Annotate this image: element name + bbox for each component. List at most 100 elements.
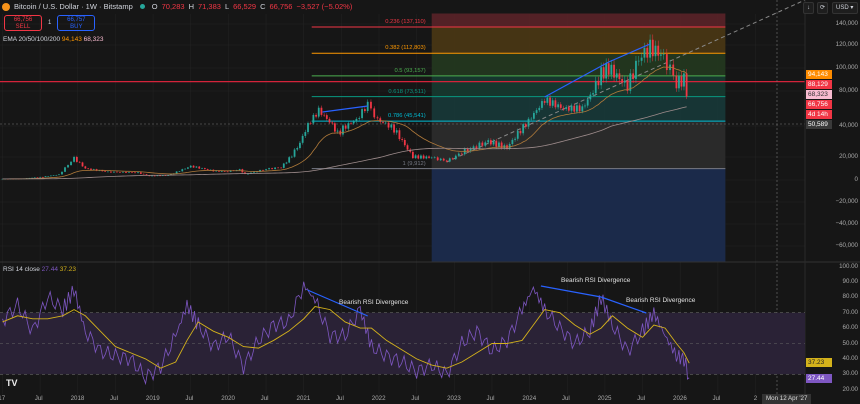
ema-label: EMA 20/50/100/200 [3, 36, 61, 43]
time-axis-label: 2020 [221, 395, 235, 402]
ohlc-change: −3,527 (−5.02%) [296, 2, 353, 11]
candle [530, 118, 533, 120]
time-axis-label: 2021 [296, 395, 311, 402]
candle [325, 115, 328, 119]
rsi-label: RSI 14 close [3, 266, 40, 273]
candle [110, 171, 112, 173]
currency-select[interactable]: USD ▾ [832, 2, 858, 14]
candle [439, 158, 442, 161]
candle [637, 60, 640, 62]
candle [198, 166, 201, 169]
divergence-annotation[interactable]: Bearish RSI Divergence [561, 277, 631, 284]
rsi-axis-label: 90.00 [842, 277, 858, 285]
candle [331, 122, 334, 124]
market-status-icon [139, 4, 145, 9]
candle [92, 169, 95, 170]
candle [541, 101, 543, 108]
candle [376, 117, 379, 119]
ohlc-low: 66,529 [233, 2, 257, 11]
scroll-down-button[interactable]: ↓ [803, 2, 814, 14]
candle [55, 175, 58, 176]
candle [189, 165, 192, 168]
candle [600, 67, 603, 86]
candle [514, 138, 516, 140]
rsi-legend[interactable]: RSI 14 close 27.44 37.23 [3, 266, 76, 273]
candle [285, 162, 288, 164]
candle [226, 171, 229, 173]
divergence-line [600, 296, 647, 314]
candle [47, 176, 50, 177]
candle [651, 39, 654, 57]
candle [90, 168, 92, 170]
price-axis-label: 140,000 [835, 20, 858, 27]
rsi-axis-label: 60.00 [842, 324, 858, 332]
candle [280, 167, 283, 169]
candle [411, 151, 414, 159]
candle [312, 114, 315, 124]
buy-button[interactable]: 66,757 BUY [57, 15, 96, 31]
candle [262, 170, 264, 171]
price-axis-label: −60,000 [835, 242, 858, 249]
candle [44, 176, 47, 177]
fib-zone [431, 168, 726, 262]
candle [498, 142, 500, 147]
candle [307, 123, 309, 133]
symbol-title[interactable]: Bitcoin / U.S. Dollar · 1W · Bitstamp [14, 2, 133, 11]
candle [215, 170, 218, 172]
candle [665, 54, 668, 71]
time-axis-label: 2025 [597, 395, 612, 402]
candle [299, 142, 301, 149]
reset-button[interactable]: ⟳ [817, 2, 828, 14]
candle [390, 124, 393, 128]
rsi-axis-label: 70.00 [842, 308, 858, 316]
ema-line [2, 106, 687, 180]
fib-zone [431, 27, 726, 54]
divergence-annotation[interactable]: Bearish RSI Divergence [626, 297, 696, 304]
time-axis-label: 2019 [145, 395, 160, 402]
bitcoin-icon [2, 2, 10, 11]
candle [352, 121, 355, 124]
candle [175, 171, 178, 174]
candle [403, 139, 406, 146]
candle [220, 171, 223, 172]
candle [161, 175, 164, 176]
candle [621, 79, 624, 83]
candle [615, 73, 618, 78]
time-axis-label: 2 [753, 395, 758, 402]
candle [422, 155, 425, 159]
ema-legend[interactable]: EMA 20/50/100/200 94,143 68,323 [3, 36, 104, 43]
rsi-value-tag: 27.44 [806, 374, 832, 384]
divergence-annotation[interactable]: Bearish RSI Divergence [339, 299, 409, 306]
candle [382, 121, 384, 123]
fib-zone [431, 13, 726, 28]
candle [610, 64, 613, 75]
candle [271, 168, 273, 170]
candle [84, 166, 87, 169]
price-axis-label: −40,000 [835, 220, 858, 227]
candle [139, 172, 142, 174]
time-axis-label: Jul [411, 395, 420, 402]
candle [347, 123, 350, 129]
candle [187, 167, 189, 169]
time-axis-label: 2022 [371, 395, 386, 402]
chevron-down-icon: ▾ [850, 5, 854, 11]
candle [535, 110, 538, 113]
sell-button[interactable]: 66,756 SELL [4, 15, 42, 31]
candle [336, 130, 339, 132]
candle [640, 57, 643, 61]
divergence-line [544, 61, 609, 98]
candle [538, 107, 541, 111]
candle [119, 172, 121, 173]
candle [178, 171, 181, 172]
sell-price: 66,756 [13, 17, 33, 23]
candle [613, 64, 615, 78]
tradingview-logo: TV [6, 378, 18, 388]
rsi-axis-label: 80.00 [842, 293, 858, 301]
candle [73, 156, 75, 162]
candle [70, 161, 72, 166]
rsi-value: 27.44 [41, 266, 58, 273]
candle [623, 80, 626, 83]
candle [660, 54, 662, 56]
